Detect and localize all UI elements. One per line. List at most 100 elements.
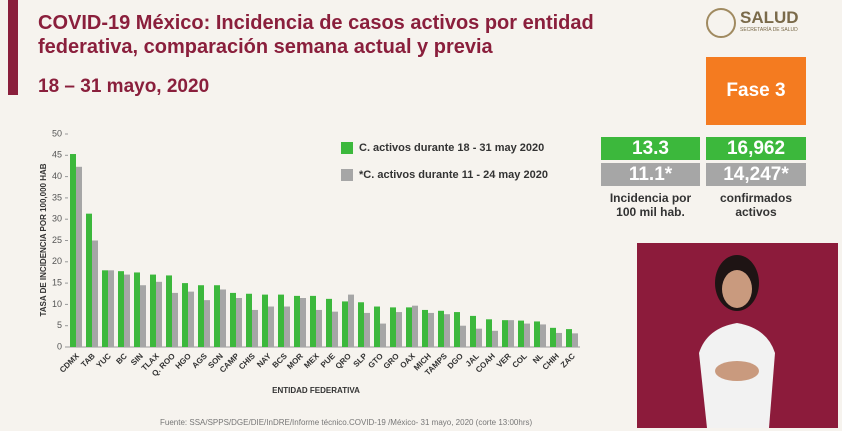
accent-bar [8, 0, 18, 95]
y-tick-label: 30 [52, 214, 62, 224]
bar [540, 324, 546, 347]
bar [358, 302, 364, 347]
logo-sub: SECRETARÍA DE SALUD [740, 27, 798, 33]
bar [92, 240, 98, 347]
bar [326, 298, 332, 347]
bar [118, 271, 124, 347]
bar [76, 166, 82, 347]
bar [332, 311, 338, 347]
logo: SALUD [740, 8, 799, 27]
bar [316, 309, 322, 347]
bar [396, 312, 402, 347]
bar [156, 281, 162, 347]
x-axis-title: ENTIDAD FEDERATIVA [272, 386, 360, 395]
bar [508, 320, 514, 347]
x-tick-label: COL [511, 351, 529, 369]
bar [390, 307, 396, 347]
bar [124, 274, 130, 347]
x-tick-label: MEX [302, 351, 321, 370]
x-tick-label: YUC [95, 351, 113, 369]
bar [108, 270, 114, 347]
x-tick-label: CDMX [58, 351, 81, 374]
stat: 16,962 [706, 137, 806, 160]
bar [454, 312, 460, 347]
x-tick-label: HGO [174, 352, 193, 371]
bar [284, 306, 290, 347]
bar [204, 300, 210, 347]
y-tick-label: 40 [52, 171, 62, 181]
bar [140, 285, 146, 347]
bar [492, 330, 498, 347]
y-tick-label: 5 [57, 320, 62, 330]
x-tick-label: DGO [446, 352, 465, 371]
bar [380, 323, 386, 347]
x-tick-label: BC [114, 351, 129, 366]
x-tick-label: QRO [334, 352, 353, 371]
title: federativa, comparación semana actual y … [38, 36, 493, 58]
bar [534, 321, 540, 347]
bar [486, 319, 492, 347]
bar [428, 312, 434, 347]
legend-swatch [341, 142, 353, 154]
bar [214, 285, 220, 347]
stat: 11.1* [601, 163, 700, 186]
x-tick-label: GRO [382, 352, 401, 371]
bar [150, 274, 156, 347]
bar [188, 291, 194, 347]
legend-swatch [341, 169, 353, 181]
person-face [722, 270, 752, 308]
stat-label: activos [735, 205, 777, 219]
bar [246, 293, 252, 347]
date: 18 – 31 mayo, 2020 [38, 76, 210, 97]
x-tick-label: SLP [352, 351, 370, 369]
bar [518, 320, 524, 347]
bar [364, 312, 370, 347]
bar [502, 320, 508, 347]
x-tick-label: VER [495, 351, 513, 369]
x-tick-label: GTO [366, 352, 385, 371]
bar [348, 294, 354, 347]
bar [438, 310, 444, 347]
bar [412, 305, 418, 347]
phase: Fase 3 [706, 57, 806, 125]
y-tick-label: 50 [52, 128, 62, 138]
bar [236, 298, 242, 347]
bar [252, 309, 258, 347]
stat: 13.3 [601, 137, 700, 160]
title: COVID-19 México: Incidencia de casos act… [38, 12, 594, 34]
x-tick-label: CHIH [541, 351, 561, 371]
stat: 14,247* [706, 163, 806, 186]
bar [86, 213, 92, 347]
bar [268, 306, 274, 347]
bar [134, 272, 140, 347]
bar [422, 309, 428, 347]
bar [70, 154, 76, 347]
bar [374, 306, 380, 347]
x-tick-label: ZAC [559, 351, 577, 369]
bar [198, 285, 204, 347]
bar [300, 298, 306, 347]
source: Fuente: SSA/SPPS/DGE/DIE/InDRE/Informe t… [160, 418, 533, 427]
bar [278, 294, 284, 347]
person-hands [715, 361, 759, 381]
y-tick-label: 20 [52, 256, 62, 266]
y-tick-label: 15 [52, 277, 62, 287]
bar [460, 325, 466, 347]
y-tick-label: 25 [52, 235, 62, 245]
bar [444, 314, 450, 347]
bar [342, 301, 348, 347]
bar [262, 294, 268, 347]
bar [182, 283, 188, 347]
logo-emblem [706, 8, 736, 38]
bar [524, 323, 530, 347]
bar [172, 292, 178, 347]
bar [550, 327, 556, 347]
bar [572, 333, 578, 347]
x-tick-label: NAY [255, 351, 273, 369]
chart: TASA DE INCIDENCIA POR 100,000 HAB ENTID… [39, 128, 580, 395]
y-tick-label: 10 [52, 299, 62, 309]
x-tick-label: AGS [190, 351, 209, 370]
bar [294, 295, 300, 347]
bar [556, 332, 562, 347]
